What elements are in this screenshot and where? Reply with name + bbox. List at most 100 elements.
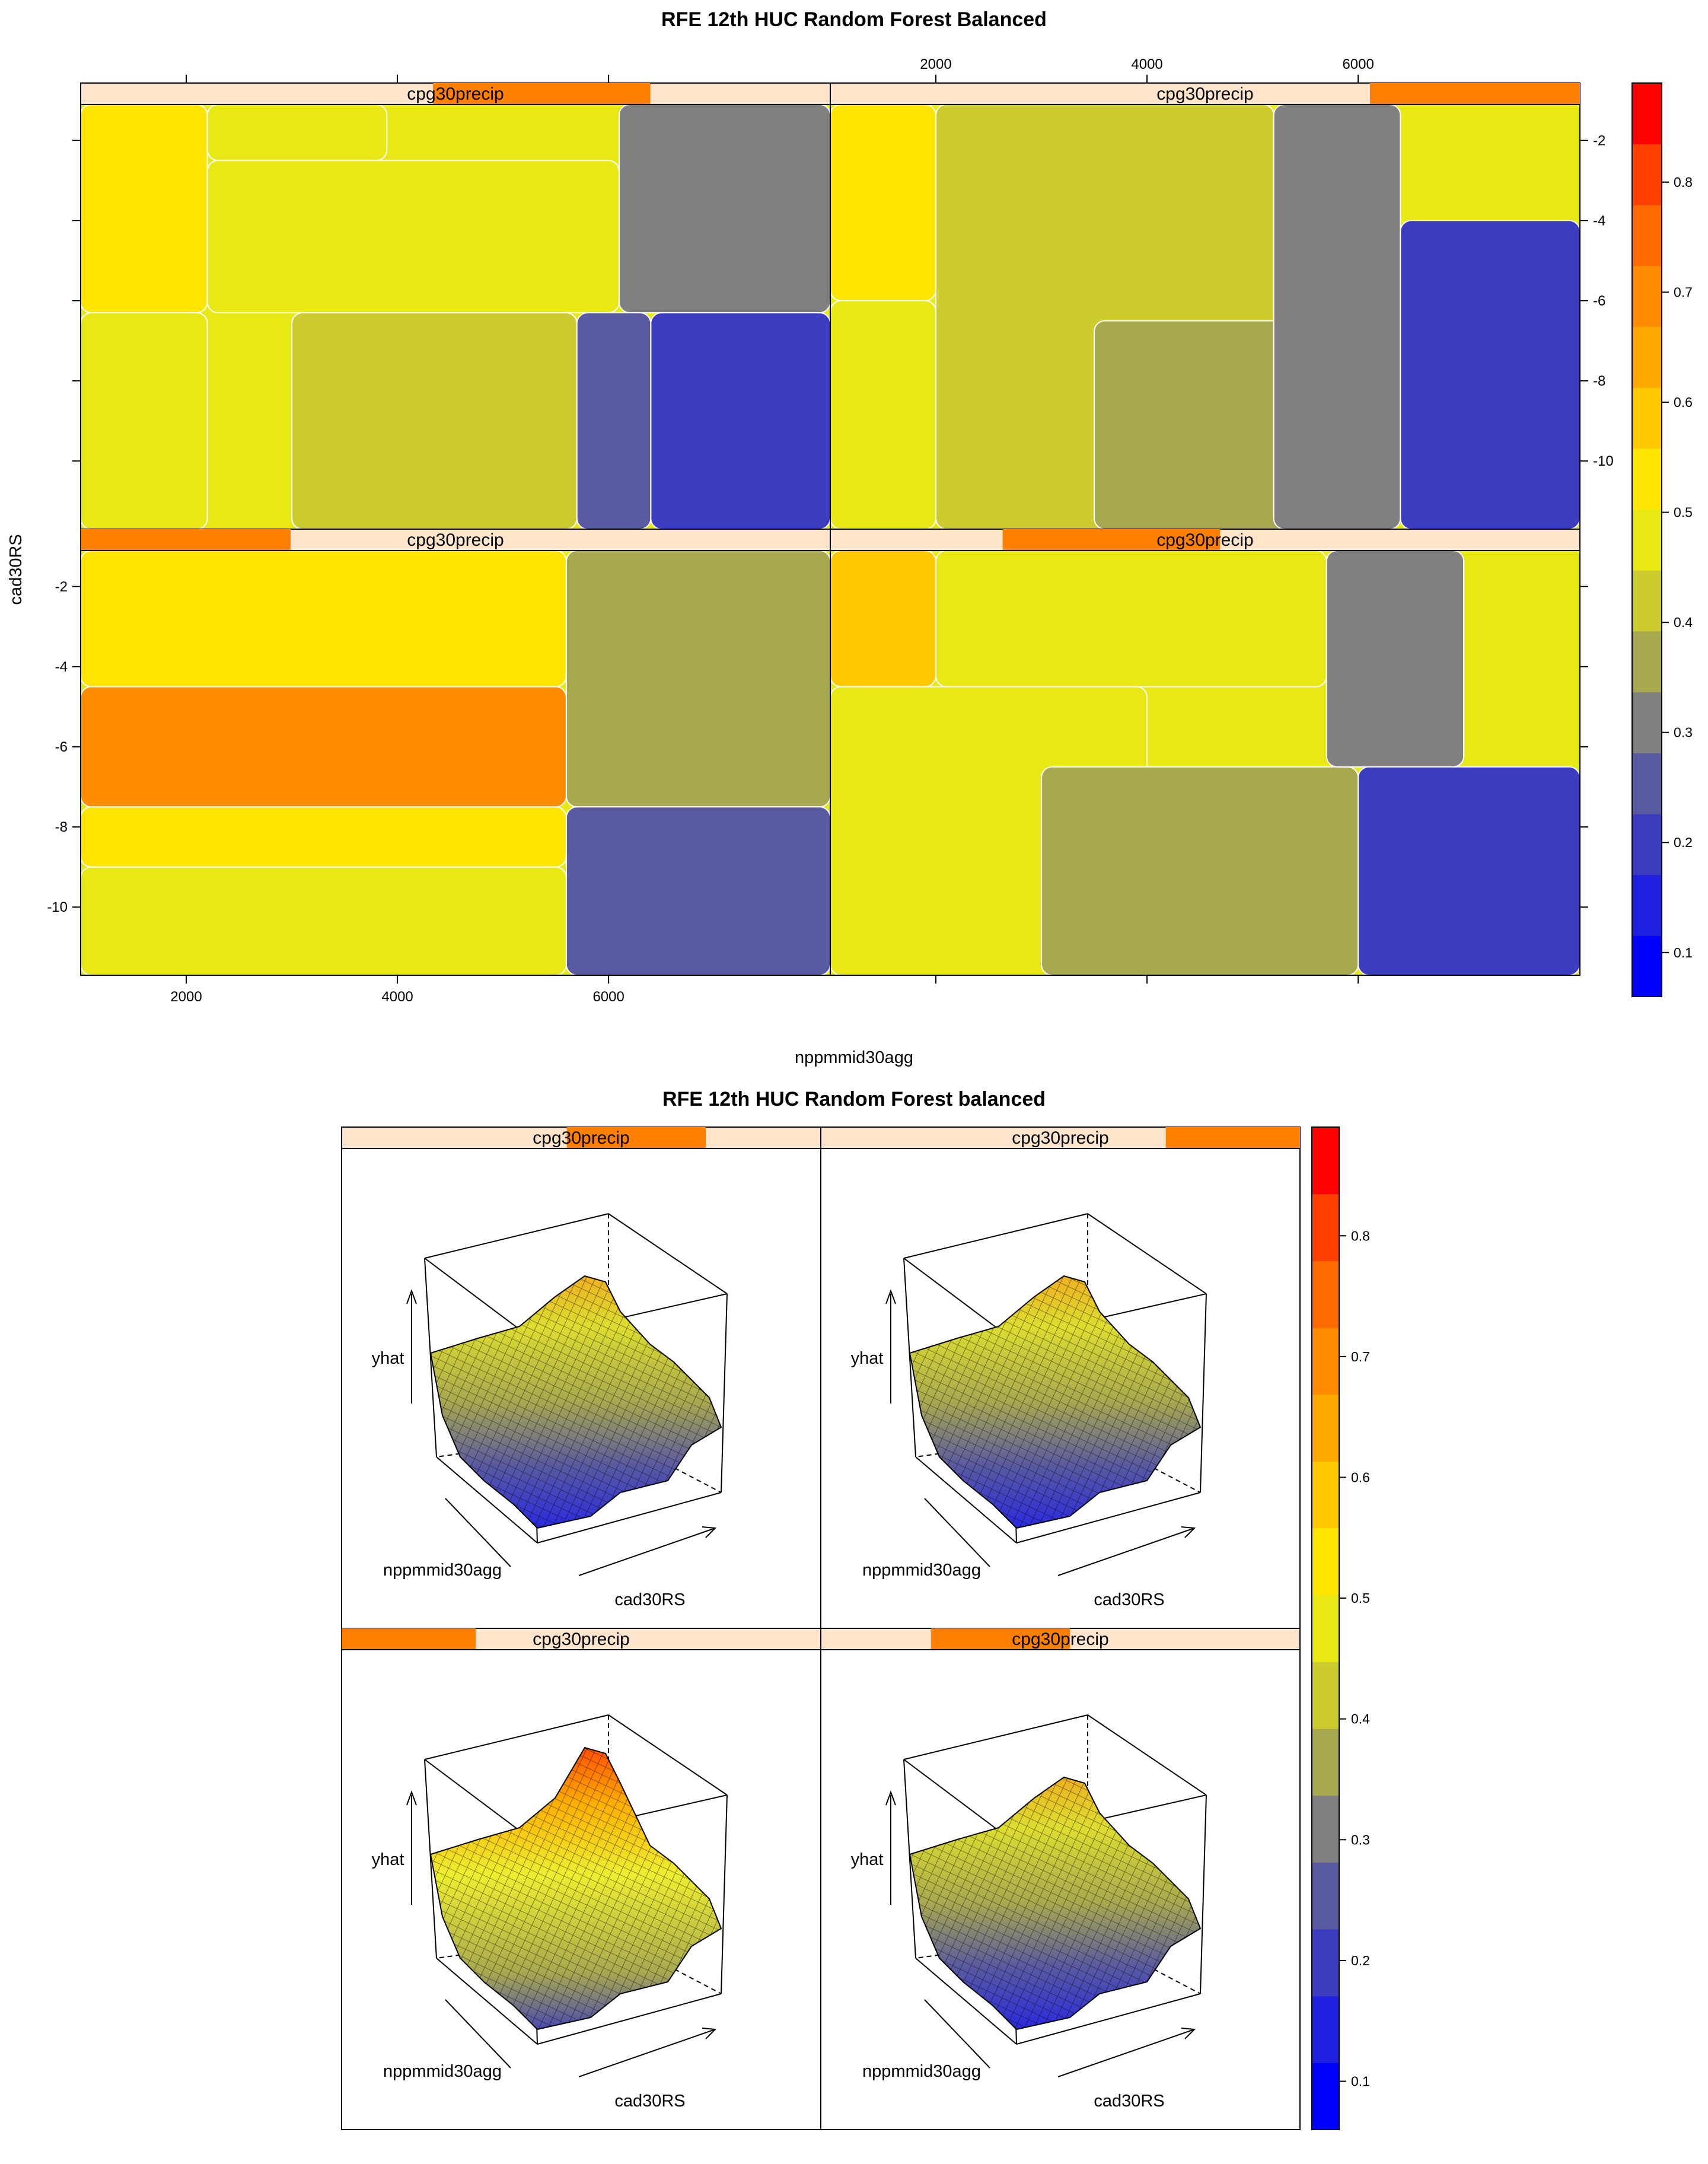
box-edge — [424, 1759, 532, 1840]
x-tick-label-bottom: 4000 — [381, 989, 413, 1005]
box-edge — [1016, 1993, 1201, 2045]
contour-region-1 — [935, 550, 1327, 688]
y-axis-arrowhead — [702, 1526, 717, 1538]
x-tick-label-top: 4000 — [1131, 56, 1162, 72]
colorbar-segment — [1632, 874, 1662, 936]
colorbar-segment — [1312, 1795, 1339, 1863]
box-edge — [1087, 1714, 1207, 1796]
colorbar-segment — [1312, 1328, 1339, 1395]
contour-region-4 — [291, 312, 578, 530]
colorbar-tick-label: 0.4 — [1351, 1711, 1370, 1727]
box-edge — [424, 1759, 437, 1959]
y-axis-arrow — [578, 2029, 716, 2077]
y-tick-label-left: -4 — [55, 659, 68, 675]
y-tick-label-right: -2 — [1593, 133, 1605, 149]
colorbar-segment — [1312, 1862, 1339, 1930]
contour-region-5 — [1358, 766, 1581, 976]
surface-panel-top-left: cpg30precip yhat nppmmid30agg cad30RS — [341, 1126, 821, 1629]
y-tick-label-left: -10 — [47, 899, 68, 915]
bottom-colorbar: 0.1 0.2 0.3 0.4 0.5 0.6 0.7 0.8 — [1311, 1126, 1370, 2130]
colorbar-segment — [1632, 326, 1662, 388]
y-tick-label-right: -10 — [1593, 453, 1614, 469]
colorbar-tick-label: 0.3 — [1351, 1832, 1370, 1847]
colorbar-tick-label: 0.6 — [1674, 394, 1693, 410]
y-tick-label-right: -8 — [1593, 373, 1605, 389]
y-axis-arrowhead — [702, 2028, 717, 2039]
level-panel-bottom-left: cpg30precip — [80, 529, 831, 976]
colorbar-segment — [1312, 2063, 1339, 2130]
x-tick-label-bottom: 6000 — [592, 989, 624, 1005]
box-edge — [903, 1759, 916, 1959]
colorbar-segment — [1312, 1127, 1339, 1195]
colorbar-segment — [1632, 83, 1662, 145]
contour-region-6 — [576, 312, 652, 530]
y-tick-label-right: -6 — [1593, 293, 1605, 309]
contour-region-2 — [80, 806, 567, 868]
contour-region-5 — [618, 104, 831, 314]
contour-region-4 — [1273, 104, 1401, 530]
colorbar-segment — [1632, 692, 1662, 753]
box-edge — [537, 1993, 722, 2045]
box-edge — [903, 1213, 1088, 1259]
z-axis-arrowhead — [885, 1289, 896, 1304]
colorbar-segment — [1632, 448, 1662, 510]
x-axis-arrow — [445, 1999, 511, 2068]
colorbar-segment — [1632, 814, 1662, 876]
bottom-chart-title: RFE 12th HUC Random Forest balanced — [662, 1088, 1046, 1110]
x-axis-label: nppmmid30agg — [862, 1561, 981, 1580]
strip-label: cpg30precip — [533, 1128, 629, 1148]
x-axis-label: nppmmid30agg — [383, 1561, 502, 1580]
colorbar-segment — [1312, 1194, 1339, 1261]
contour-region-3 — [80, 866, 567, 976]
colorbar-segment — [1632, 387, 1662, 449]
colorbar-segment — [1312, 1461, 1339, 1529]
colorbar-segment — [1312, 1394, 1339, 1462]
contour-region-3 — [1041, 766, 1359, 976]
contour-region-3 — [206, 160, 620, 314]
box-edge — [721, 1794, 728, 1994]
colorbar-tick-label: 0.2 — [1674, 835, 1693, 850]
box-edge — [436, 1958, 538, 2045]
y-axis-label: cad30RS — [1094, 1590, 1164, 1609]
top-x-axis-title: nppmmid30agg — [795, 1048, 913, 1067]
box-edge — [1016, 1492, 1201, 1544]
contour-region-7 — [650, 312, 831, 530]
z-axis-label: yhat — [851, 1349, 884, 1368]
surface-panels: cpg30precipyhatnppmmid30aggcad30RScpg30p… — [341, 1126, 1301, 2130]
surface-mesh — [910, 1777, 1200, 2029]
colorbar-tick-label: 0.1 — [1351, 2074, 1370, 2089]
box-edge — [903, 1714, 1088, 1760]
x-axis-arrow — [924, 1498, 990, 1567]
colorbar-segment — [1312, 1662, 1339, 1729]
y-axis-label: cad30RS — [614, 1590, 685, 1609]
contour-region-1 — [80, 686, 567, 808]
contour-region-0 — [80, 550, 567, 688]
box-edge — [903, 1258, 916, 1457]
colorbar-segment — [1632, 935, 1662, 997]
colorbar-segment — [1312, 1996, 1339, 2063]
contour-region-4 — [565, 550, 831, 808]
surface-panel-bottom-right: cpg30precip yhat nppmmid30agg cad30RS — [820, 1628, 1301, 2130]
colorbar-segment — [1632, 753, 1662, 814]
z-axis-label: yhat — [851, 1850, 884, 1869]
colorbar-segment — [1312, 1729, 1339, 1796]
colorbar-segment — [1632, 570, 1662, 632]
box-edge — [1200, 1794, 1207, 1994]
colorbar-frame — [1631, 82, 1662, 997]
strip-label: cpg30precip — [407, 84, 504, 104]
colorbar-tick-label: 0.8 — [1674, 174, 1693, 190]
x-tick-label-top: 2000 — [920, 56, 951, 72]
y-tick-label-left: -2 — [55, 579, 68, 595]
x-axis-label: nppmmid30agg — [862, 2062, 981, 2081]
top-y-axis-title: cad30RS — [7, 534, 26, 604]
surface-panel-top-right: cpg30precip yhat nppmmid30agg cad30RS — [820, 1126, 1301, 1629]
colorbar-segment — [1312, 1929, 1339, 1997]
contour-region-2 — [206, 104, 388, 161]
box-edge — [721, 1293, 728, 1493]
colorbar-segment — [1632, 509, 1662, 571]
z-axis-arrowhead — [406, 1790, 417, 1806]
strip-label: cpg30precip — [407, 530, 504, 550]
z-axis-arrowhead — [406, 1289, 417, 1304]
top-colorbar: 0.1 0.2 0.3 0.4 0.5 0.6 0.7 0.8 — [1631, 82, 1693, 997]
